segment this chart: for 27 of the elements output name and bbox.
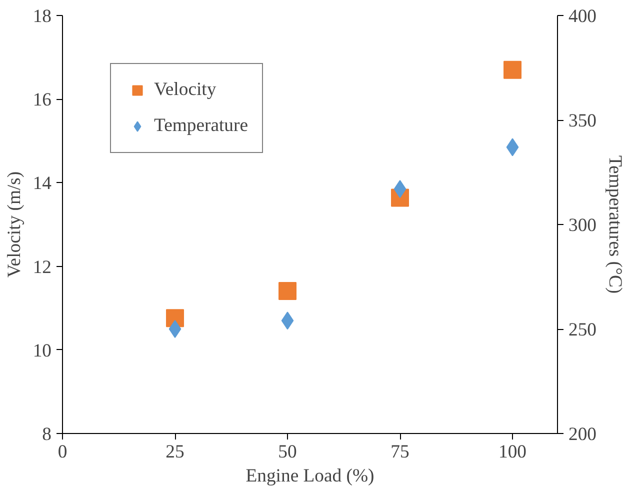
y-tick-label: 16 [32,90,52,111]
y2-tick-label: 350 [568,110,596,132]
x-tick-label: 75 [390,442,410,462]
y-tick-label: 8 [42,424,52,445]
point [506,138,519,156]
x-tick-label: 100 [498,442,526,462]
legend-label: Velocity [154,79,216,101]
y-axis-title: Velocity (m/s) [4,171,25,278]
y-tick-label: 14 [32,173,52,194]
y2-tick-label: 400 [568,6,596,27]
y-tick-label: 10 [32,340,52,362]
y-tick-label: 18 [32,6,52,27]
legend-label: Temperature [154,115,248,137]
y-tick-label: 12 [32,256,52,278]
x-axis-title: Engine Load (%) [246,466,374,486]
x-tick-label: 25 [166,442,184,462]
y2-tick-label: 200 [568,424,596,445]
y2-tick-label: 300 [568,215,596,236]
x-tick-label: 50 [278,442,297,462]
point [504,60,522,79]
y2-axis-title: Temperatures (°C) [604,155,626,294]
y2-tick-label: 250 [568,320,596,340]
point [168,320,182,338]
point [281,312,294,330]
x-tick-label: 0 [58,442,68,462]
point [394,180,406,198]
point [278,282,296,300]
